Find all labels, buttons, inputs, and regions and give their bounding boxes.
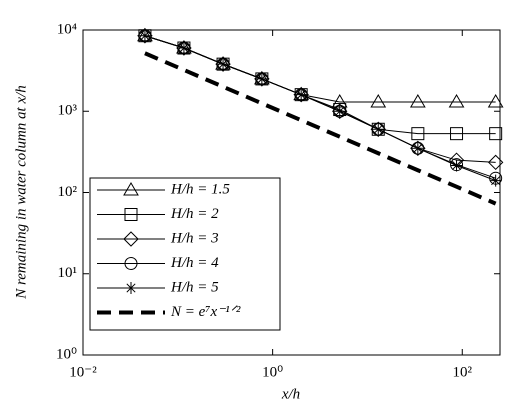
x-tick-label: 10² [453,364,473,380]
y-tick-label: 10³ [58,103,78,119]
marker [254,71,270,87]
marker [333,105,346,118]
legend-marker [124,257,138,270]
legend-label: N = e⁷x⁻¹ᐟ² [170,304,241,320]
y-tick-label: 10¹ [58,265,78,281]
marker [295,88,308,101]
marker [487,154,504,171]
marker [409,93,426,108]
marker [138,29,151,42]
marker [176,40,192,56]
y-tick-label: 10² [58,184,78,200]
marker [217,58,230,71]
legend-marker [125,282,137,294]
marker [372,123,385,136]
legend-label: H/h = 1.5 [170,181,230,197]
marker [177,42,190,55]
legend-marker [124,208,138,221]
marker [255,72,268,85]
series-line [144,35,496,182]
marker [411,127,425,141]
marker [489,174,502,187]
x-tick-label: 10⁰ [262,364,283,380]
legend-marker [123,231,139,247]
x-axis-label: x/h [281,386,300,402]
marker [137,28,153,44]
legend-box [89,177,281,331]
y-tick-label: 10⁰ [56,346,77,362]
marker [489,127,503,141]
marker [450,127,464,141]
series-line [144,51,497,206]
marker [411,142,424,155]
marker [370,93,387,108]
legend-label: H/h = 4 [170,255,219,271]
legend-label: H/h = 2 [170,206,219,222]
legend-label: H/h = 3 [170,230,219,246]
legend-label: H/h = 5 [170,279,219,295]
y-axis-label: N remaining in water column at x/h [13,85,29,300]
x-tick-label: 10⁻² [69,364,97,380]
y-tick-label: 10⁴ [57,21,77,37]
legend-marker [123,182,139,196]
marker [448,93,465,108]
marker [487,93,504,108]
marker [450,159,463,172]
